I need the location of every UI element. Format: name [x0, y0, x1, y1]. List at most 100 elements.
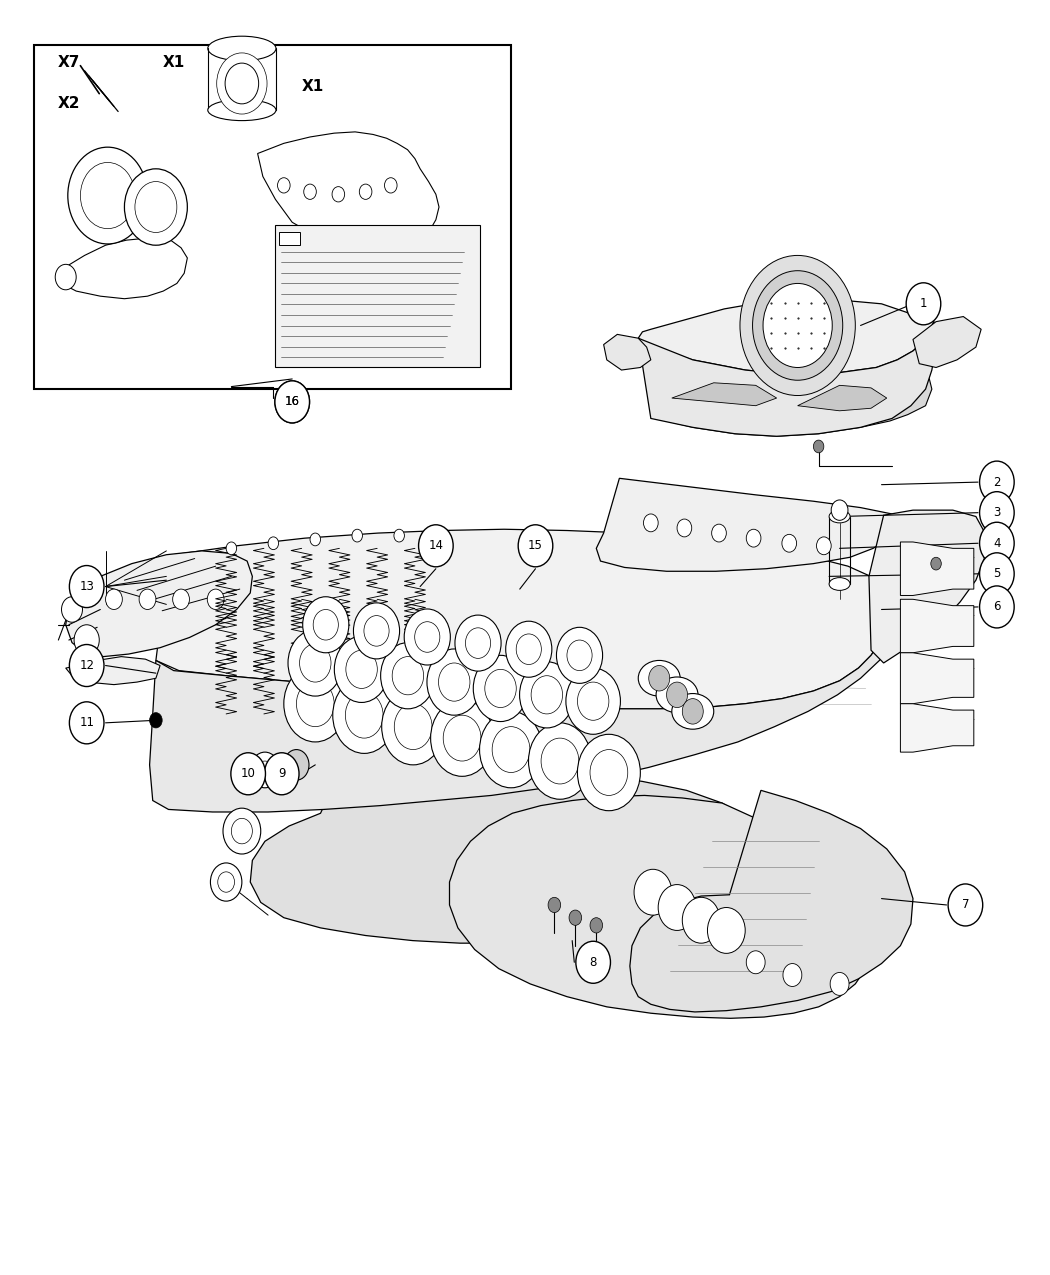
Text: 4: 4 [993, 537, 1001, 550]
Circle shape [415, 622, 440, 653]
Polygon shape [149, 609, 901, 812]
Circle shape [226, 542, 236, 555]
Polygon shape [901, 599, 973, 653]
Circle shape [257, 761, 272, 779]
Circle shape [381, 643, 435, 709]
Circle shape [480, 711, 543, 788]
Circle shape [658, 885, 696, 931]
Circle shape [62, 597, 83, 622]
Circle shape [333, 677, 396, 754]
Circle shape [541, 738, 579, 784]
Polygon shape [596, 478, 898, 571]
Polygon shape [869, 510, 986, 663]
Circle shape [68, 147, 147, 244]
Circle shape [930, 557, 941, 570]
Polygon shape [914, 316, 981, 367]
Polygon shape [901, 653, 973, 704]
Circle shape [980, 553, 1014, 595]
Text: 6: 6 [993, 601, 1001, 613]
Circle shape [69, 566, 104, 608]
Circle shape [223, 808, 260, 854]
Bar [35, 46, 511, 389]
Circle shape [217, 872, 234, 892]
Circle shape [520, 662, 574, 728]
Circle shape [275, 381, 310, 423]
Ellipse shape [830, 510, 850, 523]
Circle shape [634, 870, 672, 915]
Circle shape [753, 270, 843, 380]
Ellipse shape [656, 677, 698, 713]
Circle shape [667, 682, 688, 708]
Circle shape [225, 62, 258, 103]
Polygon shape [449, 796, 872, 1019]
Circle shape [125, 168, 187, 245]
Circle shape [747, 951, 765, 974]
Circle shape [106, 589, 123, 609]
Ellipse shape [672, 694, 714, 729]
Ellipse shape [56, 264, 77, 289]
Circle shape [332, 186, 344, 201]
Text: 7: 7 [962, 899, 969, 912]
Circle shape [69, 644, 104, 686]
Circle shape [404, 609, 450, 666]
Circle shape [578, 734, 640, 811]
Text: 14: 14 [428, 539, 443, 552]
Text: 16: 16 [285, 395, 299, 408]
Circle shape [740, 255, 856, 395]
Polygon shape [672, 382, 777, 405]
Circle shape [712, 524, 727, 542]
Circle shape [556, 627, 603, 683]
Circle shape [139, 589, 155, 609]
Circle shape [310, 533, 320, 546]
Circle shape [548, 898, 561, 913]
Circle shape [980, 462, 1014, 504]
Circle shape [590, 750, 628, 796]
Text: 12: 12 [79, 659, 94, 672]
Circle shape [313, 609, 338, 640]
Circle shape [578, 682, 609, 720]
Circle shape [831, 973, 849, 996]
Polygon shape [638, 321, 936, 436]
Polygon shape [155, 529, 901, 709]
Circle shape [783, 964, 802, 987]
Polygon shape [630, 790, 914, 1012]
Text: X7: X7 [58, 55, 81, 70]
Circle shape [207, 589, 224, 609]
Circle shape [345, 650, 377, 688]
Circle shape [265, 752, 299, 794]
Polygon shape [649, 337, 931, 436]
Polygon shape [59, 237, 187, 298]
Circle shape [419, 525, 454, 567]
Circle shape [277, 177, 290, 193]
Circle shape [649, 666, 670, 691]
Circle shape [747, 529, 761, 547]
Circle shape [519, 525, 552, 567]
Circle shape [384, 177, 397, 193]
Polygon shape [278, 232, 299, 245]
Circle shape [288, 630, 342, 696]
Circle shape [81, 162, 134, 228]
Circle shape [393, 657, 423, 695]
Text: 8: 8 [589, 956, 596, 969]
Circle shape [430, 700, 494, 776]
Polygon shape [66, 657, 160, 685]
Text: 15: 15 [528, 539, 543, 552]
Polygon shape [604, 334, 651, 370]
Circle shape [382, 688, 444, 765]
Circle shape [345, 692, 383, 738]
Circle shape [763, 283, 833, 367]
Circle shape [528, 723, 591, 799]
Circle shape [302, 597, 349, 653]
Text: 3: 3 [993, 506, 1001, 519]
Circle shape [567, 640, 592, 671]
Circle shape [359, 184, 372, 199]
Text: 9: 9 [278, 768, 286, 780]
Text: X2: X2 [58, 96, 81, 111]
Circle shape [303, 184, 316, 199]
Polygon shape [257, 131, 439, 247]
Circle shape [455, 615, 501, 671]
Bar [275, 224, 480, 367]
Text: X1: X1 [301, 79, 323, 94]
Circle shape [149, 713, 162, 728]
Circle shape [427, 649, 482, 715]
